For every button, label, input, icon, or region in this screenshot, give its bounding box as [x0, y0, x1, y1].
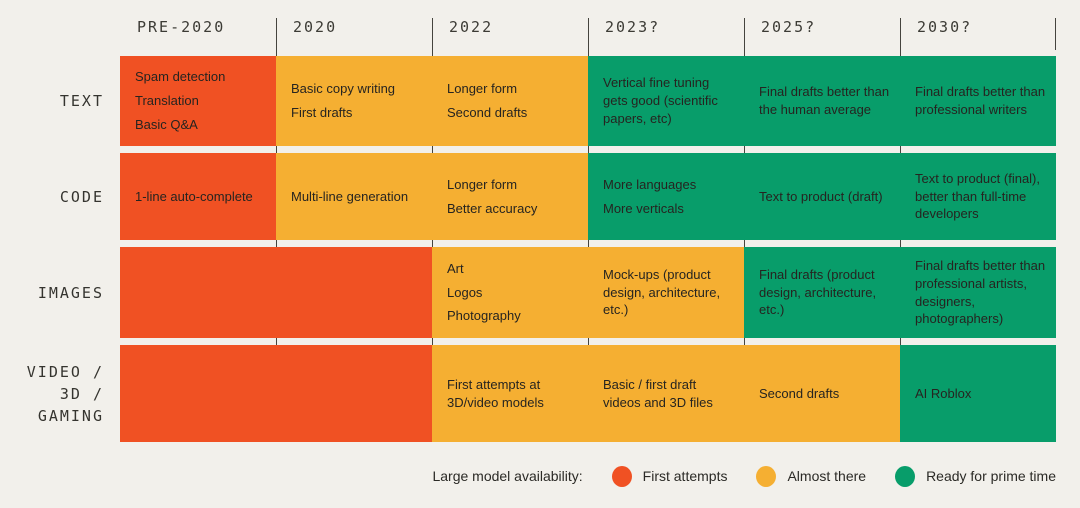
legend-item-label: First attempts [642, 468, 728, 484]
cell-text: Final drafts better than professional wr… [915, 84, 1046, 117]
matrix-cell: Art Logos Photography [432, 247, 588, 338]
matrix-cell: Vertical fine tuning gets good (scientif… [588, 56, 744, 146]
cell-text: Final drafts better than the human avera… [759, 84, 890, 117]
matrix-cell: Basic / first draft videos and 3D files [588, 345, 744, 442]
cell-text: Text to product (final), better than ful… [915, 170, 1040, 222]
matrix-row-code: 1-line auto-complete Multi-line generati… [120, 153, 1056, 240]
matrix-cell: Final drafts better than professional ar… [900, 247, 1056, 338]
matrix-cell: More languages More verticals [588, 153, 744, 240]
matrix-cell: Text to product (final), better than ful… [900, 153, 1056, 240]
row-label-line: 3D / [59, 384, 104, 403]
cell-text: Longer form [447, 176, 518, 192]
cell-text: Translation [135, 93, 199, 109]
matrix-cell: AI Roblox [900, 345, 1056, 442]
row-label-line: TEXT [59, 92, 104, 110]
cell-text: AI Roblox [915, 385, 972, 401]
cell-text: Basic copy writing [291, 81, 396, 97]
first-attempts-swatch-icon [611, 465, 632, 487]
row-label-code: CODE [0, 153, 104, 240]
row-label-video-3d-gaming: VIDEO / 3D / GAMING [0, 345, 104, 442]
cell-text: Mock-ups (product design, architecture, … [603, 266, 721, 318]
matrix-cell: Mock-ups (product design, architecture, … [588, 247, 744, 338]
matrix-cell: Final drafts better than the human avera… [744, 56, 900, 146]
legend: Large model availability: First attempts… [432, 461, 1056, 491]
row-label-text: TEXT [0, 56, 104, 146]
matrix-cell [120, 345, 276, 442]
matrix-cell: Spam detection Translation Basic Q&A [120, 56, 276, 146]
cell-text: Longer form [447, 81, 518, 97]
cell-text: First attempts at 3D/video models [447, 376, 544, 410]
cell-text: First drafts [291, 105, 353, 120]
cell-text: More verticals [603, 200, 684, 216]
cell-text: Vertical fine tuning gets good (scientif… [603, 75, 718, 126]
legend-item-first-attempts: First attempts [611, 465, 728, 487]
legend-item-almost-there: Almost there [756, 465, 867, 487]
column-header-2023: 2023? [605, 18, 661, 36]
cell-text: Photography [447, 308, 521, 324]
cell-text: Better accuracy [447, 200, 538, 216]
matrix-cell [120, 247, 276, 338]
cell-text: Spam detection [135, 69, 226, 85]
cell-text: Final drafts (product design, architectu… [759, 266, 877, 318]
cell-text: More languages [603, 176, 697, 192]
cell-text: Final drafts better than professional ar… [915, 257, 1046, 327]
almost-there-swatch-icon [756, 465, 777, 487]
matrix-row-text: Spam detection Translation Basic Q&A Bas… [120, 56, 1056, 146]
column-header-pre-2020: PRE-2020 [137, 18, 226, 36]
row-label-line: CODE [59, 187, 104, 206]
matrix-cell: Final drafts (product design, architectu… [744, 247, 900, 338]
cell-text: Art [447, 260, 464, 276]
matrix-row-images: Art Logos Photography Mock-ups (product … [120, 247, 1056, 338]
matrix-cell [276, 247, 432, 338]
ready-swatch-icon [895, 465, 916, 487]
matrix-cell: Second drafts [744, 345, 900, 442]
legend-item-label: Almost there [787, 468, 867, 484]
legend-title: Large model availability: [432, 468, 583, 484]
cell-text: Logos [447, 284, 483, 300]
matrix-cell: Basic copy writing First drafts [276, 56, 432, 146]
cell-text: Basic Q&A [135, 116, 198, 132]
matrix-cell [276, 345, 432, 442]
row-label-line: IMAGES [37, 283, 104, 302]
matrix-cell: Text to product (draft) [744, 153, 900, 240]
row-label-line: GAMING [37, 406, 104, 425]
matrix-cell: Multi-line generation [276, 153, 432, 240]
legend-item-ready: Ready for prime time [895, 465, 1056, 487]
column-header-2020: 2020 [293, 18, 338, 36]
matrix-cell: 1-line auto-complete [120, 153, 276, 240]
column-header-2025: 2025? [761, 18, 817, 36]
row-label-line: VIDEO / [26, 362, 104, 381]
cell-text: Multi-line generation [291, 188, 409, 204]
legend-item-label: Ready for prime time [926, 468, 1056, 484]
matrix-cell: Longer form Second drafts [432, 56, 588, 146]
row-label-images: IMAGES [0, 247, 104, 338]
column-header-2022: 2022 [449, 18, 494, 36]
cell-text: 1-line auto-complete [135, 188, 253, 204]
cell-text: Basic / first draft videos and 3D files [603, 376, 713, 410]
matrix-cell: First attempts at 3D/video models [432, 345, 588, 442]
column-header-2030: 2030? [917, 18, 973, 36]
column-divider-end [1055, 18, 1056, 50]
matrix-cell: Final drafts better than professional wr… [900, 56, 1056, 146]
cell-text: Second drafts [447, 105, 528, 120]
cell-text: Second drafts [759, 385, 840, 401]
matrix-cell: Longer form Better accuracy [432, 153, 588, 240]
matrix-row-video-3d-gaming: First attempts at 3D/video models Basic … [120, 345, 1056, 442]
cell-text: Text to product (draft) [759, 188, 883, 204]
